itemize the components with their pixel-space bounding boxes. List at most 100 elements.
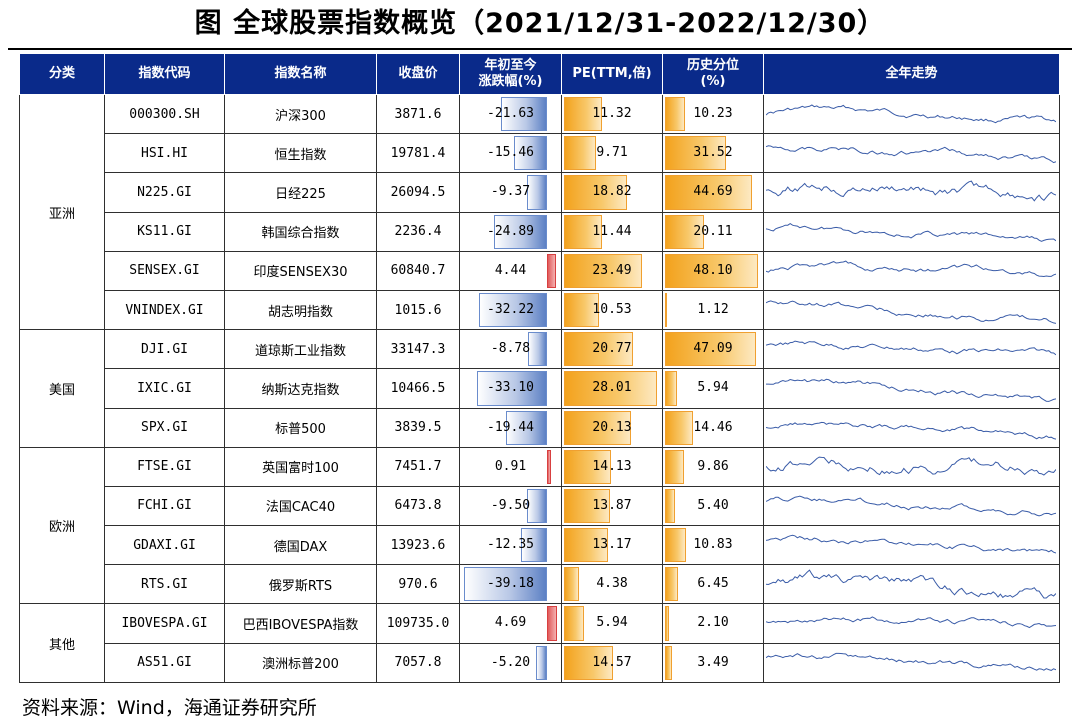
name-cell: 法国CAC40 xyxy=(224,485,377,527)
ytd-bar xyxy=(527,175,547,210)
ytd-cell: -19.44 xyxy=(459,407,562,448)
table-row: 美国 DJI.GI 道琼斯工业指数 33147.3 -8.78 20.77 47.09 xyxy=(19,329,1060,448)
ytd-value: -9.50 xyxy=(490,497,531,513)
close-cell: 3871.6 xyxy=(376,93,460,135)
header-ytd: 年初至今 涨跌幅(%) xyxy=(459,53,562,95)
ytd-value: -9.37 xyxy=(490,184,531,200)
percentile-bar xyxy=(665,253,759,288)
percentile-bar-area: 10.23 xyxy=(665,97,761,132)
pe-value: 11.44 xyxy=(592,223,632,239)
index-table: 分类 指数代码 指数名称 收盘价 年初至今 涨跌幅(%) PE(TTM,倍) 历史… xyxy=(19,53,1060,683)
close-cell: 970.6 xyxy=(376,564,460,605)
percentile-value: 20.11 xyxy=(693,223,733,239)
pe-value: 28.01 xyxy=(592,380,632,396)
trend-cell xyxy=(763,525,1060,566)
pe-bar xyxy=(564,488,611,524)
name-cell: 英国富时100 xyxy=(224,446,377,487)
percentile-value: 3.49 xyxy=(697,654,729,670)
trend-sparkline xyxy=(766,300,1056,324)
pe-bar-area: 13.17 xyxy=(564,528,660,563)
ytd-bar-area: -19.44 xyxy=(462,410,559,445)
pe-bar-area: 13.87 xyxy=(564,488,660,524)
sparkline-path xyxy=(766,145,1056,164)
percentile-bar xyxy=(665,371,677,406)
pe-bar xyxy=(564,214,603,249)
table-row: 亚洲 000300.SH 沪深300 3871.6 -21.63 11.32 10.23 xyxy=(19,93,1060,331)
trend-sparkline xyxy=(766,616,1056,629)
pe-bar xyxy=(564,97,602,132)
name-cell: 德国DAX xyxy=(224,525,377,566)
header-pct-line2: (%) xyxy=(700,74,726,89)
code-cell: VNINDEX.GI xyxy=(104,289,225,331)
page-title: 图 全球股票指数概览（2021/12/31-2022/12/30） xyxy=(194,8,886,39)
pe-bar xyxy=(564,332,634,367)
ytd-cell: -33.10 xyxy=(459,368,562,409)
name-cell: 印度SENSEX30 xyxy=(224,250,377,291)
percentile-bar xyxy=(665,214,704,249)
ytd-bar xyxy=(478,292,547,328)
pe-value: 9.71 xyxy=(596,145,628,161)
ytd-cell: 0.91 xyxy=(459,446,562,487)
trend-cell xyxy=(763,289,1060,331)
sparkline-path xyxy=(766,495,1056,517)
category-cell: 其他 xyxy=(19,603,105,683)
category-cell: 亚洲 xyxy=(19,93,105,331)
percentile-cell: 14.46 xyxy=(662,407,764,448)
pe-value: 14.57 xyxy=(592,654,632,670)
title-divider xyxy=(8,48,1072,50)
pe-cell: 11.44 xyxy=(561,211,663,252)
ytd-value: -32.22 xyxy=(487,301,534,317)
percentile-bar-area: 3.49 xyxy=(665,645,761,680)
percentile-bar xyxy=(665,567,678,602)
close-cell: 7057.8 xyxy=(376,642,460,683)
table-row: SENSEX.GI 印度SENSEX30 60840.7 4.44 23.49 48.10 xyxy=(20,250,1060,291)
pe-bar xyxy=(564,645,613,680)
ytd-cell: -15.46 xyxy=(459,133,562,174)
percentile-value: 1.12 xyxy=(697,301,729,317)
percentile-value: 44.69 xyxy=(693,184,733,200)
code-cell: SPX.GI xyxy=(104,407,225,448)
trend-sparkline xyxy=(766,260,1056,277)
ytd-value: 4.44 xyxy=(494,262,527,278)
pe-bar xyxy=(564,449,612,484)
ytd-cell: -9.37 xyxy=(459,172,562,213)
pe-value: 14.13 xyxy=(592,458,632,474)
pe-bar-area: 14.57 xyxy=(564,645,660,680)
close-cell: 10466.5 xyxy=(376,368,460,409)
ytd-value: -33.10 xyxy=(487,380,534,396)
percentile-bar xyxy=(665,606,670,641)
ytd-bar xyxy=(547,449,551,484)
code-cell: FCHI.GI xyxy=(104,485,225,527)
table-row: N225.GI 日经225 26094.5 -9.37 18.82 44.69 xyxy=(20,172,1060,213)
header-pe: PE(TTM,倍) xyxy=(561,53,663,95)
ytd-bar-area: -8.78 xyxy=(462,332,559,367)
pe-bar xyxy=(564,292,600,328)
percentile-bar-area: 1.12 xyxy=(665,292,761,328)
header-ytd-line1: 年初至今 xyxy=(484,58,537,73)
table-row: 欧洲 FTSE.GI 英国富时100 7451.7 0.91 14.13 9.86 xyxy=(19,446,1060,605)
percentile-value: 10.23 xyxy=(693,106,733,121)
trend-cell xyxy=(763,133,1060,174)
close-cell: 109735.0 xyxy=(376,603,460,644)
ytd-bar-area: -9.50 xyxy=(462,488,559,524)
trend-sparkline xyxy=(766,534,1056,554)
percentile-cell: 44.69 xyxy=(662,172,764,213)
pe-bar-area: 14.13 xyxy=(564,449,660,484)
percentile-bar xyxy=(665,528,686,563)
percentile-value: 5.94 xyxy=(697,380,729,396)
table-row: KS11.GI 韩国综合指数 2236.4 -24.89 11.44 20.11 xyxy=(20,211,1060,252)
ytd-bar-area: -5.20 xyxy=(462,645,559,680)
ytd-value: 0.91 xyxy=(494,458,527,474)
ytd-value: -24.89 xyxy=(487,223,534,239)
header-name: 指数名称 xyxy=(224,53,377,95)
sparkline-path xyxy=(766,534,1056,554)
pe-cell: 14.13 xyxy=(561,446,663,487)
pe-cell: 5.94 xyxy=(561,603,663,644)
ytd-value: -15.46 xyxy=(487,145,534,161)
pe-bar xyxy=(564,136,597,171)
ytd-value: -39.18 xyxy=(487,576,534,592)
percentile-cell: 10.83 xyxy=(662,525,764,566)
trend-cell xyxy=(763,93,1060,135)
code-cell: HSI.HI xyxy=(104,133,225,174)
code-cell: 000300.SH xyxy=(104,93,225,135)
